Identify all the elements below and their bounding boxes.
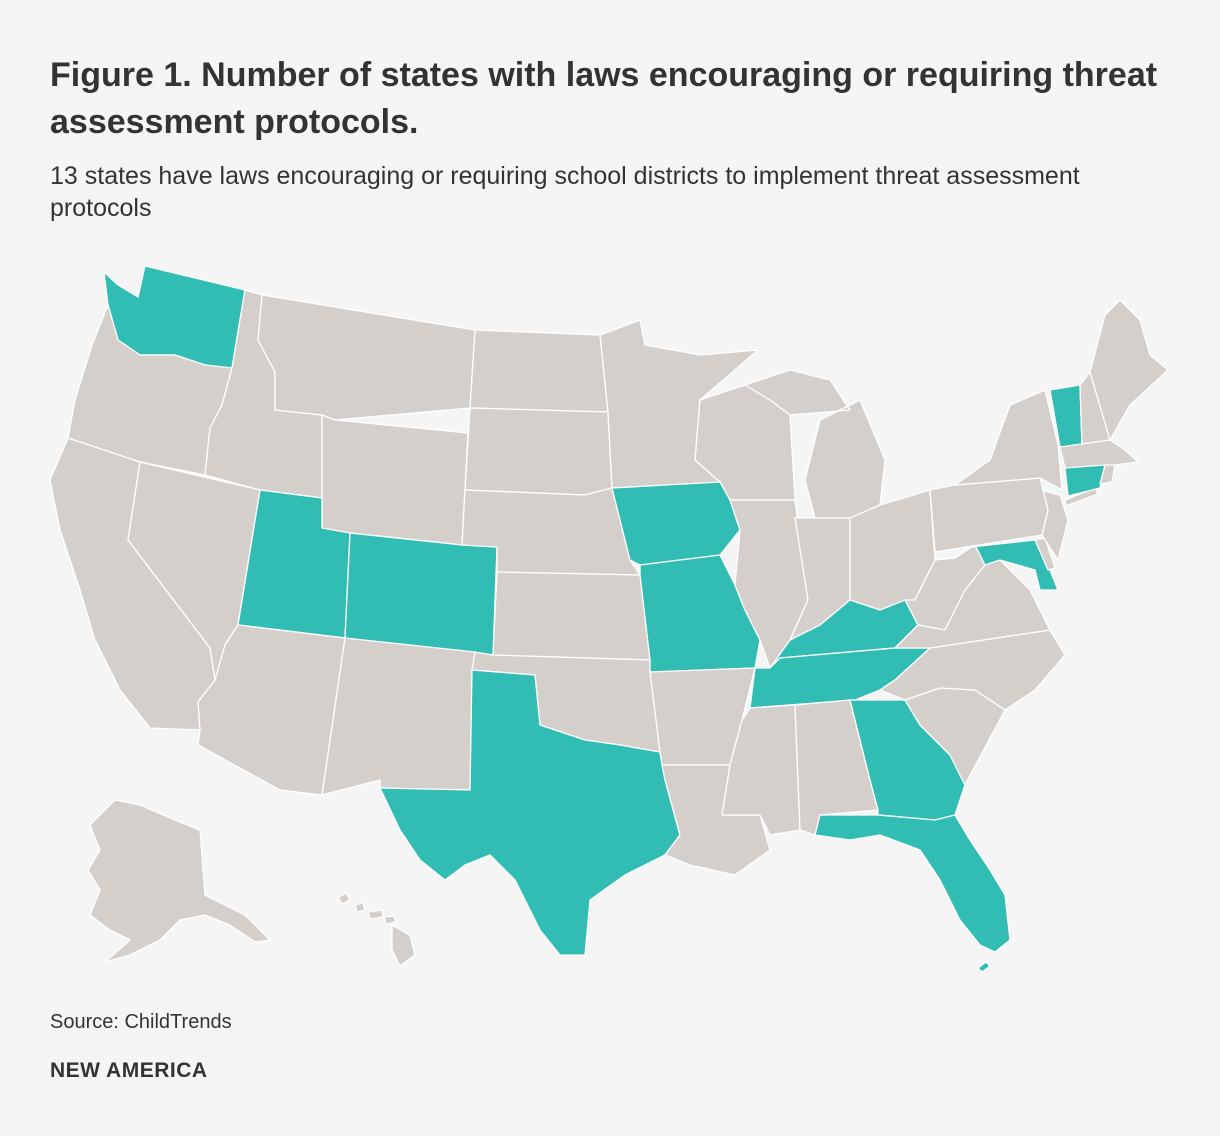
state-HI	[337, 892, 416, 967]
state-SD	[464, 407, 613, 496]
state-CT	[1064, 464, 1106, 497]
state-MO	[639, 554, 761, 673]
state-VA	[894, 559, 1051, 649]
state-KS	[492, 571, 651, 661]
state-TX	[379, 669, 681, 956]
state-FL	[814, 814, 1011, 973]
state-DE	[1034, 537, 1056, 571]
state-ND	[469, 329, 609, 413]
source-note: Source: ChildTrends	[50, 1011, 232, 1033]
state-MS	[721, 704, 801, 836]
brand-logo-text: NEW AMERICA	[50, 1059, 208, 1082]
state-WY	[321, 414, 469, 546]
state-RI	[1099, 464, 1116, 485]
state-ME	[1089, 299, 1169, 441]
state-AK	[87, 799, 271, 963]
figure-title: Figure 1. Number of states with laws enc…	[50, 56, 1158, 141]
figure-subtitle: 13 states have laws encouraging or requi…	[50, 162, 1080, 222]
state-MT	[257, 294, 476, 421]
us-states-map	[49, 265, 1169, 973]
state-CO	[344, 532, 498, 656]
state-NM	[321, 637, 476, 796]
state-IA	[611, 481, 741, 566]
